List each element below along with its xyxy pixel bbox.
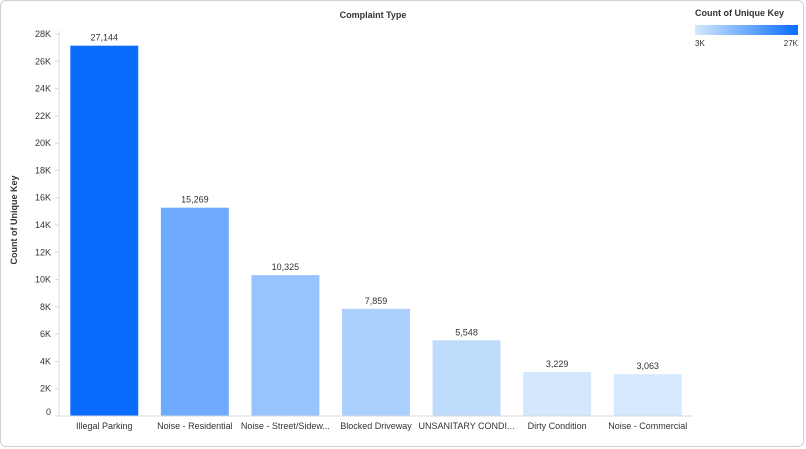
y-tick-label: 12K [35,247,51,257]
bar [613,374,682,416]
bar [432,340,501,416]
bar-value-label: 3,063 [636,361,659,371]
legend-gradient-bar [695,25,798,35]
bars: 27,144 15,269 10,325 7,859 5,548 3,229 3,063 [70,33,682,417]
x-tick-label: Noise - Street/Sidew... [241,421,330,431]
bar-value-label: 15,269 [181,195,209,205]
bar [523,371,592,416]
x-tick-label: Dirty Condition [528,421,587,431]
bar-value-label: 3,229 [546,359,569,369]
y-tick-label: 16K [35,193,51,203]
bar-value-label: 10,325 [272,262,300,272]
x-tick-label: UNSANITARY CONDI... [419,421,515,431]
y-axis-title: Count of Unique Key [9,176,19,265]
y-tick-label: 2K [40,384,51,394]
y-tick-label: 8K [40,302,51,312]
bar [70,45,139,417]
legend-max-label: 27K [784,39,799,48]
bar-value-label: 5,548 [455,327,478,337]
y-tick-label: 26K [35,56,51,66]
color-legend: Count of Unique Key 3K 27K [695,8,799,48]
x-tick-label: Noise - Commercial [608,421,687,431]
x-tick-label: Illegal Parking [76,421,133,431]
y-tick-label: 4K [40,356,51,366]
y-tick-label: 10K [35,275,51,285]
y-tick-label: 6K [40,329,51,339]
bar [342,308,410,416]
y-tick-label: 18K [35,165,51,175]
y-tick-label: 28K [35,29,51,39]
y-tick-label: 24K [35,84,51,94]
legend-title: Count of Unique Key [695,8,784,18]
x-tick-label: Blocked Driveway [340,421,412,431]
chart-title: Complaint Type [340,10,407,20]
y-tick-label: 14K [35,220,51,230]
bar-value-label: 27,144 [91,33,119,43]
bar-value-label: 7,859 [365,296,388,306]
bar [160,207,229,416]
x-axis: Illegal Parking Noise - Residential Noise … [59,415,693,431]
y-tick-label: 22K [35,111,51,121]
x-tick-label: Noise - Residential [157,421,233,431]
y-tick-label: 0 [46,407,51,417]
legend-min-label: 3K [695,39,705,48]
y-tick-label: 20K [35,138,51,148]
y-axis: 0 2K 4K 6K 8K 10K 12K 14K 16K 18K 20K 22K 24K 26K 28K [35,29,60,417]
bar [251,275,320,416]
